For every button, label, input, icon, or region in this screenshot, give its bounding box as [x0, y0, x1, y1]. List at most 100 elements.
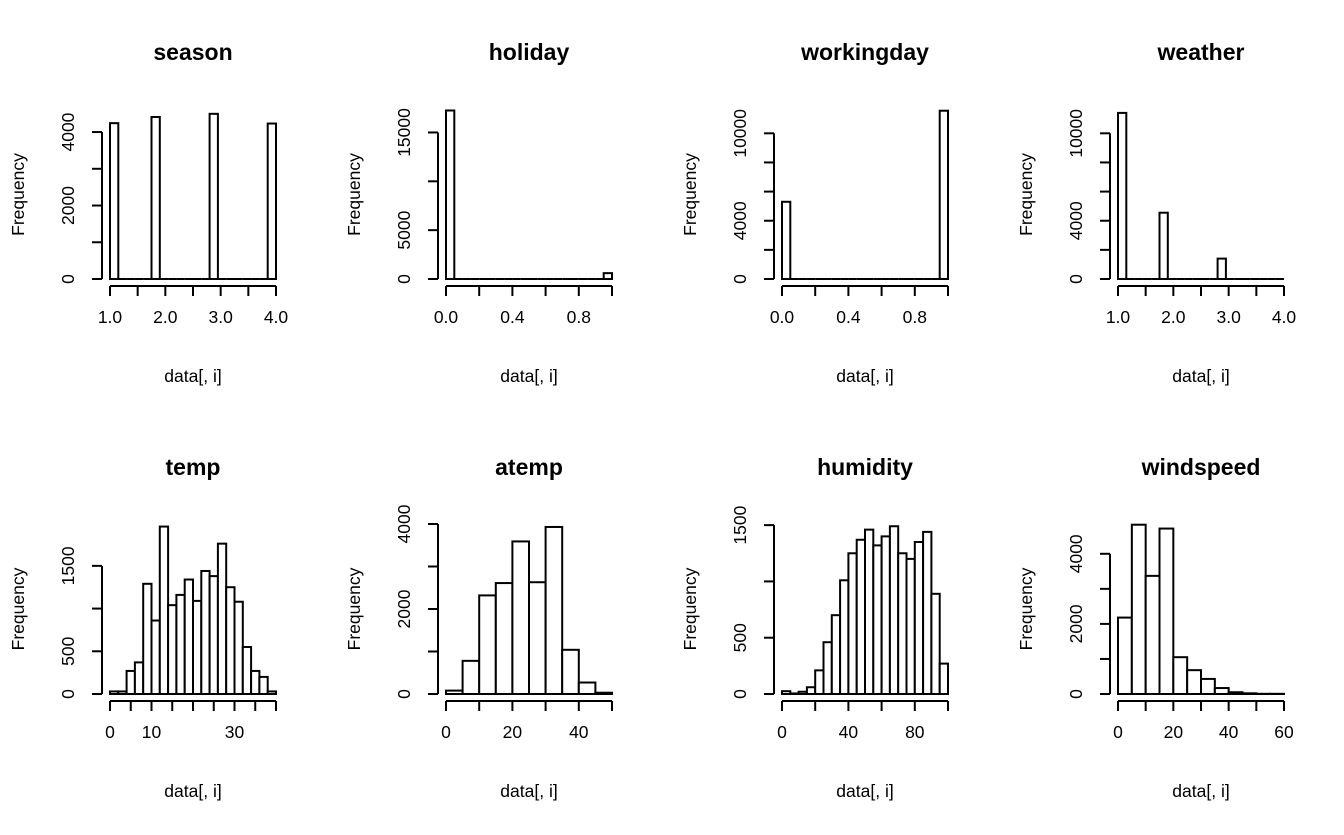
y-axis-label: Frequency	[8, 153, 28, 236]
histogram-bar	[152, 621, 160, 694]
y-tick-label: 5000	[394, 210, 414, 249]
histogram-bar	[1173, 657, 1187, 694]
x-tick-label: 3.0	[1217, 307, 1242, 327]
y-tick-label: 0	[58, 274, 78, 284]
x-tick-label: 0	[1113, 722, 1123, 742]
histogram-bar	[168, 605, 176, 694]
x-axis-label: data[, i]	[500, 781, 557, 801]
y-tick-label: 4000	[394, 504, 414, 543]
x-tick-label: 20	[503, 722, 523, 742]
x-tick-label: 0.8	[567, 307, 591, 327]
histogram-bar	[562, 650, 579, 694]
histogram-bar	[268, 124, 276, 279]
histogram-bar	[807, 687, 815, 694]
y-tick-label: 500	[730, 623, 750, 652]
histogram-bar	[1118, 618, 1132, 694]
histogram-bar	[595, 693, 612, 694]
histogram-bar	[840, 580, 848, 694]
histogram-bar	[1243, 693, 1257, 694]
histogram-bar	[865, 530, 873, 694]
histogram-bar	[529, 582, 546, 694]
x-axis-label: data[, i]	[836, 366, 893, 386]
histogram-bar	[940, 664, 948, 694]
x-tick-label: 2.0	[153, 307, 178, 327]
histogram-bar	[251, 671, 259, 694]
histogram-bar	[512, 541, 529, 694]
chart-title: holiday	[489, 39, 570, 65]
x-tick-label: 40	[839, 722, 859, 742]
x-tick-label: 1.0	[98, 307, 123, 327]
histogram-bar	[243, 647, 251, 694]
x-tick-label: 4.0	[264, 307, 289, 327]
histogram-bar	[210, 114, 218, 279]
y-tick-label: 4000	[730, 201, 750, 240]
y-tick-label: 0	[58, 689, 78, 699]
y-axis-label: Frequency	[344, 153, 364, 236]
x-axis-label: data[, i]	[1172, 781, 1229, 801]
histogram-bar	[185, 580, 193, 694]
x-tick-label: 40	[1219, 722, 1239, 742]
y-axis-label: Frequency	[680, 153, 700, 236]
histogram-bar	[898, 553, 906, 694]
histogram-bar	[1218, 259, 1226, 279]
histogram-bar	[890, 526, 898, 694]
histogram-bar	[160, 527, 168, 694]
chart-title: humidity	[817, 454, 913, 480]
x-tick-label: 2.0	[1161, 307, 1186, 327]
histogram-bar	[782, 691, 790, 694]
histogram-bar	[873, 545, 881, 694]
x-tick-label: 0.8	[903, 307, 927, 327]
x-axis-label: data[, i]	[1172, 366, 1229, 386]
histogram-bar	[135, 662, 143, 694]
x-tick-label: 3.0	[209, 307, 234, 327]
histogram-bar	[143, 584, 151, 694]
histogram-bar	[118, 691, 126, 694]
histogram-bar	[110, 123, 118, 279]
chart-title: season	[153, 39, 232, 65]
histogram-bar	[446, 691, 463, 694]
y-axis-label: Frequency	[8, 567, 28, 650]
histogram-bar	[940, 111, 948, 279]
chart-title: atemp	[495, 454, 563, 480]
x-tick-label: 10	[142, 722, 162, 742]
histogram-bar	[579, 683, 596, 694]
histogram-bar	[857, 540, 865, 694]
x-tick-label: 0.0	[434, 307, 459, 327]
y-axis-label: Frequency	[1016, 153, 1036, 236]
histogram-bar	[1118, 113, 1126, 279]
x-tick-label: 0	[105, 722, 115, 742]
y-tick-label: 0	[1066, 689, 1086, 699]
histogram-bar	[815, 670, 823, 694]
histogram-bar	[226, 587, 234, 694]
histogram-bar	[152, 117, 160, 279]
x-axis-label: data[, i]	[500, 366, 557, 386]
y-tick-label: 0	[394, 689, 414, 699]
y-tick-label: 0	[394, 274, 414, 284]
chart-title: workingday	[800, 39, 929, 65]
histogram-bar	[218, 544, 226, 694]
x-axis-label: data[, i]	[836, 781, 893, 801]
histogram-bar	[1187, 670, 1201, 694]
y-tick-label: 2000	[1066, 604, 1086, 643]
histogram-bar	[915, 542, 923, 694]
y-tick-label: 500	[58, 636, 78, 665]
y-tick-label: 10000	[1066, 109, 1086, 158]
histogram-bar	[463, 661, 480, 694]
y-tick-label: 4000	[58, 112, 78, 151]
x-tick-label: 60	[1274, 722, 1294, 742]
y-tick-label: 4000	[1066, 534, 1086, 573]
histogram-bar	[110, 691, 118, 694]
y-axis-label: Frequency	[680, 567, 700, 650]
histogram-bar	[799, 692, 807, 694]
histogram-bar	[923, 532, 931, 694]
x-tick-label: 1.0	[1106, 307, 1131, 327]
y-tick-label: 2000	[394, 589, 414, 628]
y-tick-label: 2000	[58, 186, 78, 225]
y-tick-label: 10000	[730, 109, 750, 158]
histogram-bar	[1201, 679, 1215, 694]
y-tick-label: 1500	[730, 505, 750, 544]
x-tick-label: 0.4	[500, 307, 525, 327]
